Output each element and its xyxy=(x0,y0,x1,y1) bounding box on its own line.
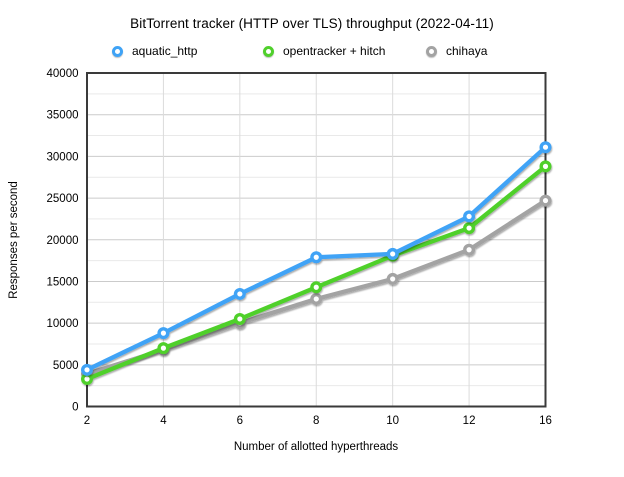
x-tick-label: 12 xyxy=(463,415,476,427)
plot-frame xyxy=(86,72,547,408)
legend-marker-icon xyxy=(263,45,274,57)
grid-layer xyxy=(87,73,546,407)
x-tick-label: 6 xyxy=(237,415,243,427)
y-tick-label: 25000 xyxy=(47,193,79,205)
data-point xyxy=(310,292,323,305)
data-point xyxy=(463,243,476,256)
y-tick-label: 0 xyxy=(72,402,78,414)
y-tick-label: 15000 xyxy=(47,276,79,288)
legend-marker-icon xyxy=(112,45,123,57)
data-point xyxy=(233,287,246,300)
x-tick-label: 10 xyxy=(386,415,399,427)
data-point xyxy=(157,327,170,340)
y-tick-label: 30000 xyxy=(47,151,79,163)
data-point xyxy=(310,281,323,294)
data-point xyxy=(463,222,476,235)
data-point xyxy=(233,312,246,325)
y-axis-title: Responses per second xyxy=(8,181,20,299)
data-point xyxy=(157,342,170,355)
series-aquatic_http xyxy=(80,141,552,376)
chart-title: BitTorrent tracker (HTTP over TLS) throu… xyxy=(130,16,494,31)
x-tick-label: 2 xyxy=(84,415,90,427)
y-tick-label: 10000 xyxy=(47,318,79,330)
y-tick-label: 20000 xyxy=(47,235,79,247)
data-point xyxy=(539,141,552,154)
series-layer xyxy=(80,141,552,385)
y-tick-label: 5000 xyxy=(53,360,79,372)
data-point xyxy=(386,247,399,260)
tick-layer: 0 5000 10000 15000 20000 25000 30000 35000 40000… xyxy=(47,68,552,427)
legend-item-chihaya: chihaya xyxy=(426,44,487,58)
data-point xyxy=(80,363,93,376)
legend-marker-icon xyxy=(426,45,437,57)
x-axis-title: Number of allotted hyperthreads xyxy=(234,441,399,453)
data-point xyxy=(539,194,552,207)
data-point xyxy=(463,210,476,223)
data-point xyxy=(80,372,93,385)
data-point xyxy=(386,272,399,285)
y-tick-label: 35000 xyxy=(47,110,79,122)
data-point xyxy=(539,160,552,173)
x-tick-label: 8 xyxy=(313,415,319,427)
legend-label: opentracker + hitch xyxy=(283,44,386,58)
legend-label: aquatic_http xyxy=(132,44,198,58)
legend-item-opentracker + hitch: opentracker + hitch xyxy=(263,44,385,58)
data-point xyxy=(310,251,323,264)
x-tick-label: 16 xyxy=(539,415,552,427)
legend: aquatic_http opentracker + hitch chihaya xyxy=(0,0,624,62)
legend-item-aquatic_http: aquatic_http xyxy=(112,44,197,58)
y-tick-label: 40000 xyxy=(47,68,79,80)
x-tick-label: 4 xyxy=(160,415,167,427)
legend-label: chihaya xyxy=(446,44,488,58)
